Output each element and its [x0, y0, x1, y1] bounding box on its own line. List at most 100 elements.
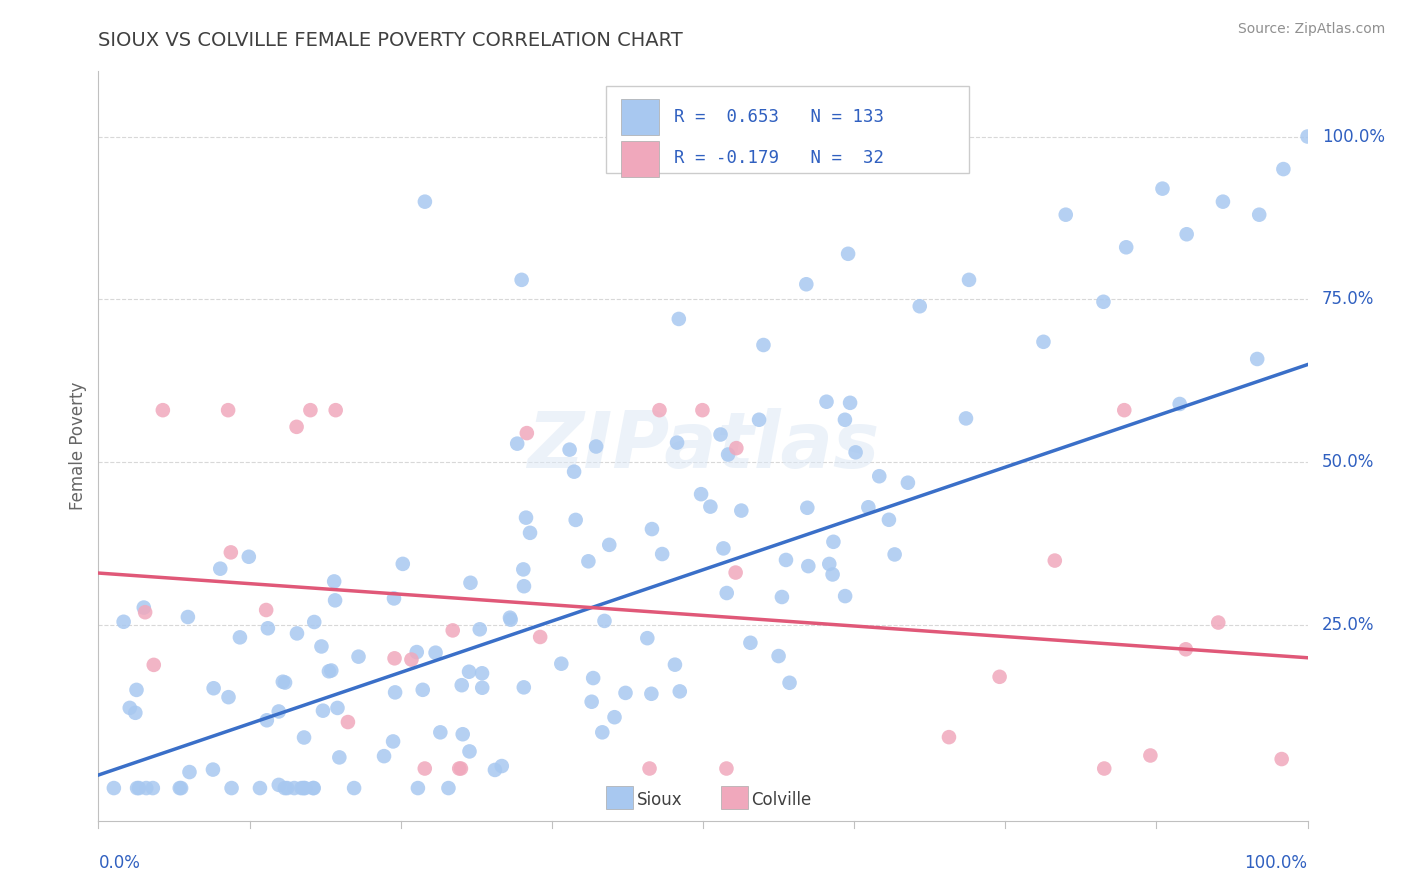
Point	[821, 567, 844, 582]
Point	[725, 441, 748, 455]
Text: 50.0%: 50.0%	[1322, 453, 1375, 471]
Point	[302, 780, 325, 795]
Text: Source: ZipAtlas.com: Source: ZipAtlas.com	[1237, 22, 1385, 37]
Point	[576, 554, 599, 568]
Point	[506, 436, 529, 450]
Point	[384, 651, 406, 665]
Text: 100.0%: 100.0%	[1244, 855, 1308, 872]
Point	[323, 593, 346, 607]
Point	[384, 685, 406, 699]
Point	[730, 503, 752, 517]
Point	[818, 557, 841, 571]
Point	[815, 394, 838, 409]
Point	[883, 548, 905, 562]
Point	[471, 681, 494, 695]
Point	[336, 714, 359, 729]
Text: 0.0%: 0.0%	[98, 855, 141, 872]
Point	[529, 630, 551, 644]
Point	[988, 670, 1011, 684]
Point	[768, 648, 790, 663]
Point	[413, 194, 436, 209]
Point	[1092, 294, 1115, 309]
Point	[323, 574, 346, 589]
Point	[254, 603, 277, 617]
Point	[451, 727, 474, 741]
Point	[1174, 642, 1197, 657]
Point	[668, 312, 690, 326]
Point	[1139, 748, 1161, 763]
Point	[391, 557, 413, 571]
Point	[219, 545, 242, 559]
Point	[471, 666, 494, 681]
Point	[318, 665, 340, 679]
Point	[897, 475, 920, 490]
Point	[373, 749, 395, 764]
Point	[118, 701, 141, 715]
Point	[593, 614, 616, 628]
Point	[796, 500, 818, 515]
Point	[135, 780, 157, 795]
Point	[839, 396, 862, 410]
Point	[499, 613, 522, 627]
Point	[413, 762, 436, 776]
Point	[229, 631, 252, 645]
Text: R =  0.653   N = 133: R = 0.653 N = 133	[673, 108, 884, 126]
Point	[603, 710, 626, 724]
Point	[1054, 208, 1077, 222]
Point	[450, 762, 472, 776]
Point	[290, 780, 312, 795]
Point	[591, 725, 613, 739]
Point	[326, 701, 349, 715]
Point	[938, 730, 960, 744]
Point	[1114, 403, 1136, 417]
Point	[382, 734, 405, 748]
Point	[177, 610, 200, 624]
Point	[285, 626, 308, 640]
Point	[1246, 351, 1268, 366]
Point	[209, 562, 232, 576]
Point	[132, 600, 155, 615]
Point	[249, 780, 271, 795]
Bar	[721, 786, 748, 809]
Point	[1168, 397, 1191, 411]
Point	[1296, 129, 1319, 144]
Bar	[621, 141, 659, 177]
Point	[748, 413, 770, 427]
Point	[302, 615, 325, 629]
Point	[169, 780, 191, 795]
Point	[1175, 227, 1198, 242]
Point	[716, 586, 738, 600]
Point	[458, 665, 481, 679]
Point	[283, 780, 305, 795]
Point	[834, 413, 856, 427]
Point	[441, 624, 464, 638]
Point	[598, 538, 620, 552]
Point	[550, 657, 572, 671]
Point	[797, 559, 820, 574]
Point	[274, 675, 297, 690]
Point	[1271, 752, 1294, 766]
Point	[713, 541, 735, 556]
Point	[217, 403, 239, 417]
Point	[516, 426, 538, 441]
Point	[125, 682, 148, 697]
Point	[285, 420, 308, 434]
Point	[690, 487, 713, 501]
Point	[412, 682, 434, 697]
Point	[752, 338, 775, 352]
Text: 25.0%: 25.0%	[1322, 616, 1375, 634]
Point	[257, 621, 280, 635]
Point	[312, 704, 335, 718]
Point	[294, 780, 316, 795]
Text: R = -0.179   N =  32: R = -0.179 N = 32	[673, 150, 884, 168]
Point	[328, 750, 350, 764]
Point	[562, 465, 585, 479]
Point	[512, 562, 534, 576]
Point	[709, 427, 731, 442]
Point	[276, 780, 298, 795]
Point	[1115, 240, 1137, 254]
Text: SIOUX VS COLVILLE FEMALE POVERTY CORRELATION CHART: SIOUX VS COLVILLE FEMALE POVERTY CORRELA…	[98, 31, 683, 50]
Point	[513, 681, 536, 695]
Point	[1206, 615, 1229, 630]
Point	[267, 705, 290, 719]
